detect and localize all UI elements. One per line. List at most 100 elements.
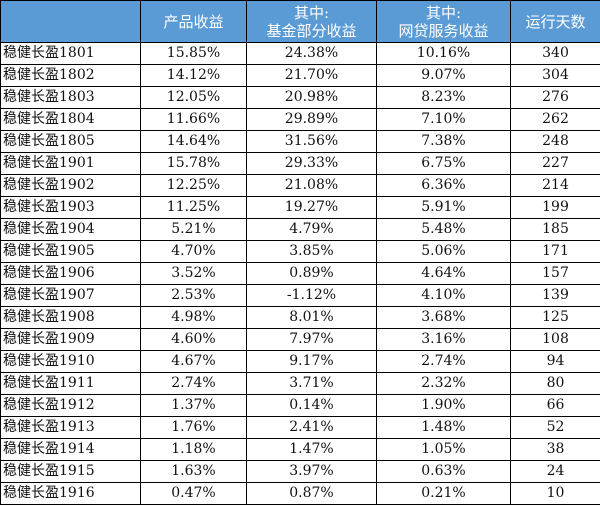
product-name-cell: 稳健长盈1914 — [0, 438, 141, 461]
fund-return-cell: 21.70% — [246, 64, 377, 87]
product-return-cell: 1.63% — [140, 460, 247, 483]
fund-return-cell: 3.85% — [246, 240, 377, 263]
product-return-cell: 4.98% — [140, 306, 247, 329]
table-row: 稳健长盈1915 1.63% 3.97% 0.63% 24 — [0, 460, 600, 483]
run-days-cell: 214 — [510, 174, 600, 197]
run-days-cell: 66 — [510, 394, 600, 417]
run-days-cell: 340 — [510, 42, 600, 65]
fund-return-cell: -1.12% — [246, 284, 377, 307]
p2p-return-cell: 10.16% — [376, 42, 511, 65]
fund-return-cell: 21.08% — [246, 174, 377, 197]
run-days-cell: 139 — [510, 284, 600, 307]
run-days-cell: 10 — [510, 482, 600, 505]
run-days-cell: 94 — [510, 350, 600, 373]
p2p-return-cell: 9.07% — [376, 64, 511, 87]
p2p-return-cell: 3.16% — [376, 328, 511, 351]
run-days-cell: 108 — [510, 328, 600, 351]
p2p-return-cell: 7.10% — [376, 108, 511, 131]
p2p-return-cell: 1.90% — [376, 394, 511, 417]
header-product-return-label: 产品收益 — [163, 12, 224, 31]
product-return-cell: 15.85% — [140, 42, 247, 65]
p2p-return-cell: 2.74% — [376, 350, 511, 373]
product-return-cell: 4.60% — [140, 328, 247, 351]
run-days-cell: 199 — [510, 196, 600, 219]
p2p-return-cell: 5.06% — [376, 240, 511, 263]
run-days-cell: 125 — [510, 306, 600, 329]
fund-return-cell: 0.87% — [246, 482, 377, 505]
table-row: 稳健长盈1909 4.60% 7.97% 3.16% 108 — [0, 328, 600, 351]
product-name-cell: 稳健长盈1909 — [0, 328, 141, 351]
product-name-cell: 稳健长盈1911 — [0, 372, 141, 395]
fund-return-cell: 0.89% — [246, 262, 377, 285]
table-row: 稳健长盈1911 2.74% 3.71% 2.32% 80 — [0, 372, 600, 395]
product-return-cell: 2.53% — [140, 284, 247, 307]
table-row: 稳健长盈1914 1.18% 1.47% 1.05% 38 — [0, 438, 600, 461]
fund-return-cell: 3.97% — [246, 460, 377, 483]
header-fund-return: 其中: 基金部分收益 — [246, 0, 377, 43]
product-return-cell: 5.21% — [140, 218, 247, 241]
run-days-cell: 248 — [510, 130, 600, 153]
table-row: 稳健长盈1905 4.70% 3.85% 5.06% 171 — [0, 240, 600, 263]
header-p2p-return: 其中: 网贷服务收益 — [376, 0, 511, 43]
fund-return-cell: 31.56% — [246, 130, 377, 153]
product-name-cell: 稳健长盈1901 — [0, 152, 141, 175]
product-return-cell: 3.52% — [140, 262, 247, 285]
p2p-return-cell: 5.91% — [376, 196, 511, 219]
product-name-cell: 稳健长盈1902 — [0, 174, 141, 197]
run-days-cell: 24 — [510, 460, 600, 483]
table-row: 稳健长盈1803 12.05% 20.98% 8.23% 276 — [0, 86, 600, 109]
fund-return-cell: 29.33% — [246, 152, 377, 175]
product-name-cell: 稳健长盈1904 — [0, 218, 141, 241]
p2p-return-cell: 1.05% — [376, 438, 511, 461]
product-return-cell: 12.25% — [140, 174, 247, 197]
p2p-return-cell: 5.48% — [376, 218, 511, 241]
table-row: 稳健长盈1805 14.64% 31.56% 7.38% 248 — [0, 130, 600, 153]
fund-return-cell: 24.38% — [246, 42, 377, 65]
run-days-cell: 262 — [510, 108, 600, 131]
product-return-cell: 4.70% — [140, 240, 247, 263]
product-name-cell: 稳健长盈1915 — [0, 460, 141, 483]
product-name-cell: 稳健长盈1906 — [0, 262, 141, 285]
run-days-cell: 171 — [510, 240, 600, 263]
p2p-return-cell: 2.32% — [376, 372, 511, 395]
p2p-return-cell: 8.23% — [376, 86, 511, 109]
fund-return-cell: 29.89% — [246, 108, 377, 131]
product-return-cell: 4.67% — [140, 350, 247, 373]
table-row: 稳健长盈1908 4.98% 8.01% 3.68% 125 — [0, 306, 600, 329]
fund-return-cell: 2.41% — [246, 416, 377, 439]
product-name-cell: 稳健长盈1903 — [0, 196, 141, 219]
header-p2p-return-line2: 网贷服务收益 — [398, 21, 489, 40]
p2p-return-cell: 7.38% — [376, 130, 511, 153]
header-product-return: 产品收益 — [140, 0, 247, 43]
fund-return-cell: 3.71% — [246, 372, 377, 395]
p2p-return-cell: 1.48% — [376, 416, 511, 439]
product-name-cell: 稳健长盈1912 — [0, 394, 141, 417]
run-days-cell: 185 — [510, 218, 600, 241]
fund-return-cell: 1.47% — [246, 438, 377, 461]
p2p-return-cell: 4.10% — [376, 284, 511, 307]
run-days-cell: 52 — [510, 416, 600, 439]
fund-return-cell: 19.27% — [246, 196, 377, 219]
fund-return-cell: 0.14% — [246, 394, 377, 417]
run-days-cell: 276 — [510, 86, 600, 109]
p2p-return-cell: 0.21% — [376, 482, 511, 505]
table-row: 稳健长盈1910 4.67% 9.17% 2.74% 94 — [0, 350, 600, 373]
header-fund-return-line2: 基金部分收益 — [266, 21, 357, 40]
product-return-cell: 1.37% — [140, 394, 247, 417]
product-return-cell: 15.78% — [140, 152, 247, 175]
header-run-days: 运行天数 — [510, 0, 600, 43]
p2p-return-cell: 3.68% — [376, 306, 511, 329]
product-return-cell: 14.64% — [140, 130, 247, 153]
table-row: 稳健长盈1913 1.76% 2.41% 1.48% 52 — [0, 416, 600, 439]
header-row: 产品收益 其中: 基金部分收益 其中: 网贷服务收益 运行天数 — [0, 0, 600, 43]
product-return-cell: 0.47% — [140, 482, 247, 505]
table-row: 稳健长盈1802 14.12% 21.70% 9.07% 304 — [0, 64, 600, 87]
fund-return-cell: 9.17% — [246, 350, 377, 373]
header-p2p-return-line1: 其中: — [425, 3, 462, 22]
table-row: 稳健长盈1903 11.25% 19.27% 5.91% 199 — [0, 196, 600, 219]
header-run-days-label: 运行天数 — [525, 12, 586, 31]
product-return-cell: 2.74% — [140, 372, 247, 395]
product-name-cell: 稳健长盈1801 — [0, 42, 141, 65]
fund-return-cell: 8.01% — [246, 306, 377, 329]
p2p-return-cell: 4.64% — [376, 262, 511, 285]
